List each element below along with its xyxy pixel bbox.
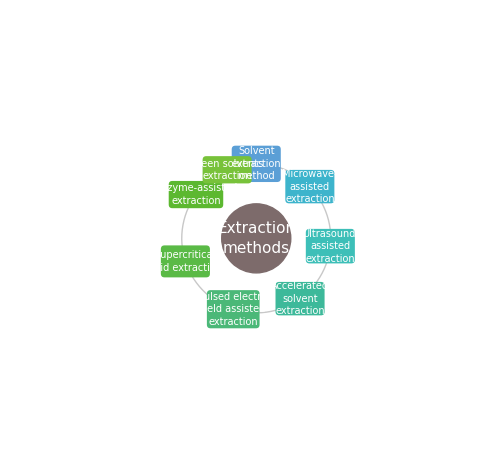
Text: Green solvents
extraction: Green solvents extraction [190, 159, 264, 181]
Text: Microwave-
assisted
extraction: Microwave- assisted extraction [282, 169, 338, 204]
FancyBboxPatch shape [306, 229, 355, 263]
Text: Ultrasound-
assisted
extraction: Ultrasound- assisted extraction [302, 229, 359, 263]
FancyBboxPatch shape [232, 146, 281, 182]
Circle shape [222, 204, 291, 273]
Text: Extraction
methods: Extraction methods [217, 221, 296, 256]
FancyBboxPatch shape [276, 282, 324, 315]
Text: Enzyme-assisted
extraction: Enzyme-assisted extraction [155, 183, 237, 206]
Text: Pulsed electric
field assisted
extraction: Pulsed electric field assisted extractio… [198, 292, 269, 327]
FancyBboxPatch shape [168, 181, 223, 208]
Text: Solvent
extraction
method: Solvent extraction method [232, 146, 281, 181]
Text: Accelerated
solvent
extraction: Accelerated solvent extraction [271, 281, 329, 316]
FancyBboxPatch shape [286, 170, 335, 203]
FancyBboxPatch shape [161, 245, 210, 278]
FancyBboxPatch shape [202, 156, 252, 184]
Text: Supercritical
fluid extraction: Supercritical fluid extraction [148, 250, 222, 273]
FancyBboxPatch shape [207, 290, 260, 329]
